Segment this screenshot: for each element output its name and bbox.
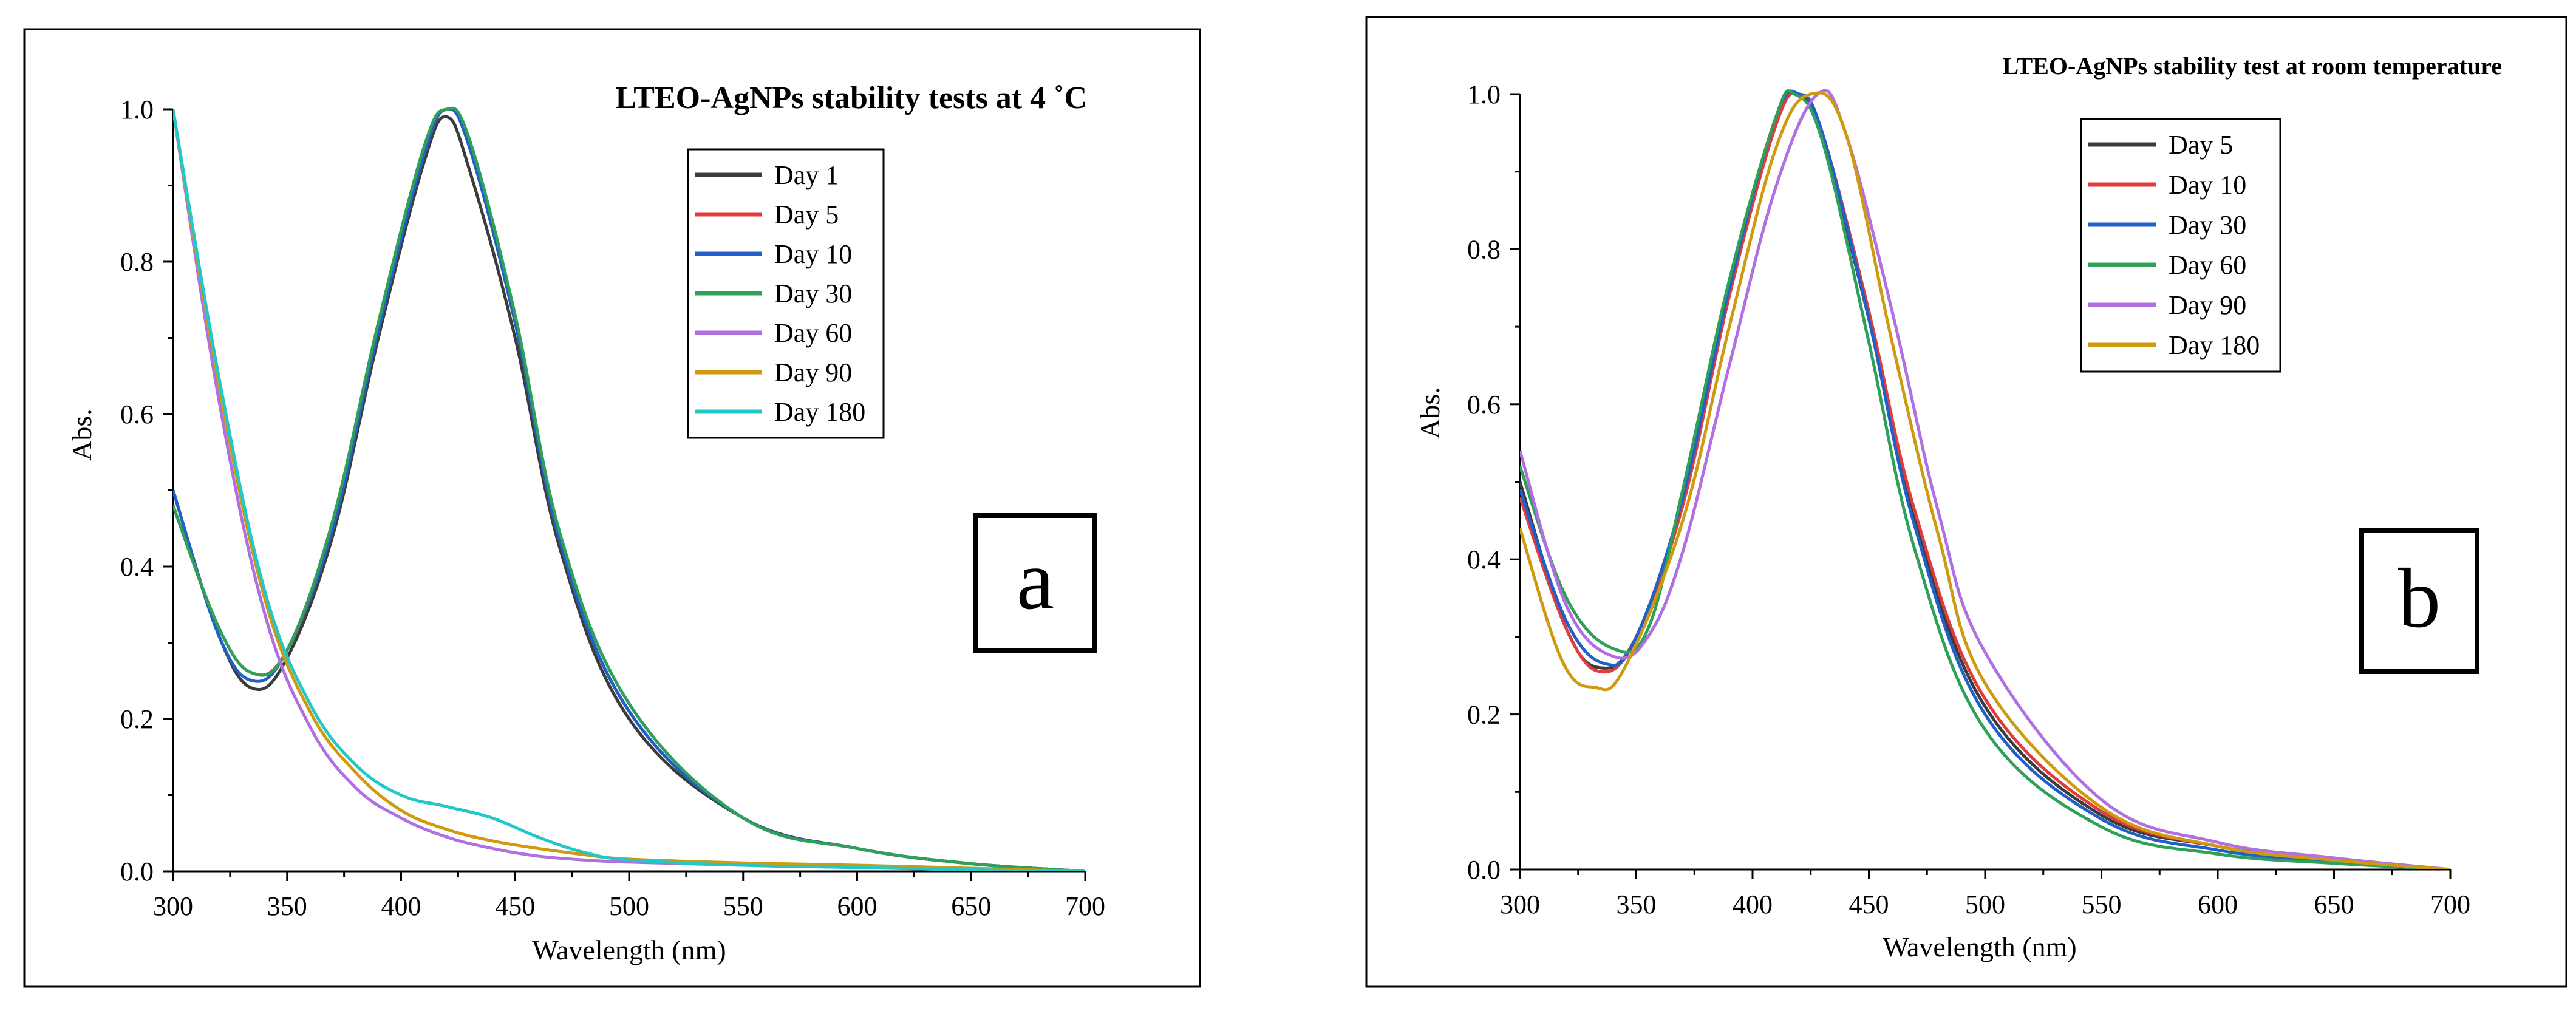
x-tick-label: 350 <box>267 891 307 921</box>
legend-label: Day 5 <box>774 200 839 230</box>
series-line-day-90 <box>1520 89 2450 869</box>
legend-label: Day 90 <box>2169 290 2246 320</box>
y-axis-label: Abs. <box>1414 387 1445 439</box>
x-tick-label: 600 <box>837 891 877 921</box>
series-line-day-60 <box>1520 89 2450 869</box>
panel-label: a <box>1017 533 1054 627</box>
series-line-day-180 <box>173 109 1085 871</box>
y-tick-label: 0.8 <box>120 247 154 277</box>
x-tick-label: 600 <box>2198 890 2238 919</box>
x-axis-label: Wavelength (nm) <box>532 934 726 965</box>
y-tick-label: 0.4 <box>1467 545 1501 574</box>
panel-label-box <box>2359 528 2479 674</box>
legend-label: Day 10 <box>2169 170 2246 200</box>
series-line-day-60 <box>173 109 1085 871</box>
chart-title: LTEO-AgNPs stability tests at 4 ˚C <box>615 81 1087 115</box>
x-tick-label: 450 <box>1849 890 1889 919</box>
x-tick-label: 650 <box>951 891 991 921</box>
series-line-day-1 <box>173 115 1085 871</box>
y-tick-label: 0.2 <box>1467 700 1501 730</box>
y-tick-label: 0.8 <box>1467 234 1501 264</box>
series-line-day-30 <box>1520 89 2450 869</box>
panel-label: b <box>2398 551 2441 645</box>
x-tick-label: 450 <box>495 891 535 921</box>
x-axis-label: Wavelength (nm) <box>1883 931 2076 962</box>
x-tick-label: 500 <box>1965 890 2005 919</box>
series-line-day-10 <box>1520 92 2450 869</box>
legend-label: Day 90 <box>774 358 852 387</box>
x-tick-label: 300 <box>153 891 193 921</box>
x-tick-label: 550 <box>2082 890 2122 919</box>
x-tick-label: 700 <box>1065 891 1105 921</box>
x-tick-label: 550 <box>723 891 763 921</box>
legend-label: Day 60 <box>2169 250 2246 280</box>
legend-label: Day 5 <box>2169 130 2233 160</box>
legend-label: Day 10 <box>774 239 852 269</box>
series-line-day-30 <box>173 106 1085 871</box>
series-line-day-5 <box>1520 91 2450 869</box>
y-tick-label: 0.4 <box>120 552 154 582</box>
series-line-day-10 <box>173 107 1085 871</box>
y-tick-label: 0.6 <box>120 400 154 429</box>
y-tick-label: 1.0 <box>1467 80 1501 109</box>
panel-b: 300 350 400 450 500 550 600 650 700 0.0 0.2 0.4 0.6 0… <box>1414 52 2502 962</box>
legend-label: Day 1 <box>774 160 839 190</box>
chart-title: LTEO-AgNPs stability test at room temper… <box>2003 52 2503 80</box>
y-tick-label: 0.0 <box>120 857 154 886</box>
panel-a-frame <box>23 28 1201 988</box>
x-tick-label: 650 <box>2314 890 2354 919</box>
y-tick-label: 1.0 <box>120 95 154 124</box>
x-tick-label: 400 <box>1733 890 1773 919</box>
x-tick-label: 700 <box>2430 890 2470 919</box>
x-tick-label: 350 <box>1617 890 1657 919</box>
legend-label: Day 180 <box>2169 330 2260 360</box>
legend-label: Day 180 <box>774 397 865 427</box>
x-tick-label: 300 <box>1500 890 1540 919</box>
legend-label: Day 30 <box>2169 210 2246 240</box>
y-tick-label: 0.6 <box>1467 390 1501 420</box>
legend-label: Day 30 <box>774 279 852 308</box>
series-line-day-180 <box>1520 91 2450 869</box>
series-line-day-5 <box>173 107 1085 871</box>
legend-label: Day 60 <box>774 318 852 348</box>
panel-b-frame <box>1365 16 2567 988</box>
series-group <box>1520 89 2450 869</box>
panel-label-box <box>973 513 1097 653</box>
series-line-day-90 <box>173 109 1085 871</box>
y-tick-label: 0.2 <box>120 704 154 734</box>
x-tick-label: 500 <box>609 891 649 921</box>
legend-box <box>2080 118 2281 373</box>
panel-a: 300 350 400 450 500 550 600 650 700 0.0 0.2 0.4 0.6 0… <box>66 81 1105 965</box>
y-tick-label: 0.0 <box>1467 855 1501 885</box>
y-axis-label: Abs. <box>66 409 97 461</box>
series-group <box>173 106 1085 871</box>
x-tick-label: 400 <box>381 891 421 921</box>
